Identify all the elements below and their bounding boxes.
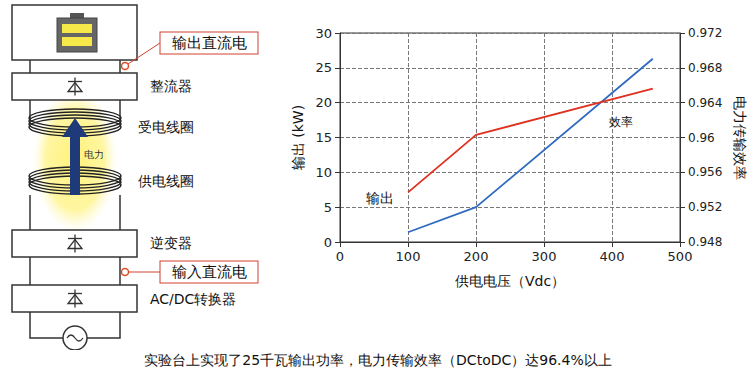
svg-text:供电线圈: 供电线圈 xyxy=(138,173,194,189)
svg-text:0.972: 0.972 xyxy=(688,26,722,40)
svg-text:整流器: 整流器 xyxy=(150,78,192,94)
svg-text:30: 30 xyxy=(315,26,332,41)
svg-text:电力传输效率: 电力传输效率 xyxy=(732,96,748,180)
svg-text:受电线圈: 受电线圈 xyxy=(138,119,194,135)
svg-text:输入直流电: 输入直流电 xyxy=(172,263,247,281)
svg-text:10: 10 xyxy=(315,165,332,180)
html-text:实验台上实现了25千瓦输出功率，电力传输效率（DCtoDC）: 实验台上实现了25千瓦输出功率，电力传输效率（DCtoDC）达96.4%以上 xyxy=(144,352,612,368)
svg-text:0.948: 0.948 xyxy=(688,235,722,249)
svg-text:25: 25 xyxy=(315,60,332,75)
svg-text:400: 400 xyxy=(600,249,625,264)
svg-text:20: 20 xyxy=(315,95,332,110)
svg-text:0: 0 xyxy=(336,249,344,264)
svg-text:0.968: 0.968 xyxy=(688,61,722,75)
svg-text:5: 5 xyxy=(324,200,332,215)
svg-text:0.964: 0.964 xyxy=(688,96,722,110)
svg-text:0: 0 xyxy=(324,235,332,250)
svg-text:效率: 效率 xyxy=(609,115,633,129)
svg-text:电力: 电力 xyxy=(84,149,104,160)
svg-text:0.952: 0.952 xyxy=(688,200,722,214)
svg-text:输出直流电: 输出直流电 xyxy=(172,34,247,52)
svg-text:0.956: 0.956 xyxy=(688,165,722,179)
svg-text:输出: 输出 xyxy=(366,190,394,206)
svg-text:0.96: 0.96 xyxy=(688,131,715,145)
svg-text:100: 100 xyxy=(396,249,421,264)
svg-text:逆变器: 逆变器 xyxy=(150,235,192,251)
svg-text:输出 (kW): 输出 (kW) xyxy=(290,105,306,170)
svg-text:200: 200 xyxy=(464,249,489,264)
svg-text:供电电压（Vdc）: 供电电压（Vdc） xyxy=(455,273,565,289)
svg-text:300: 300 xyxy=(532,249,557,264)
svg-text:15: 15 xyxy=(315,130,332,145)
svg-text:AC/DC转换器: AC/DC转换器 xyxy=(150,291,236,307)
svg-text:500: 500 xyxy=(668,249,693,264)
